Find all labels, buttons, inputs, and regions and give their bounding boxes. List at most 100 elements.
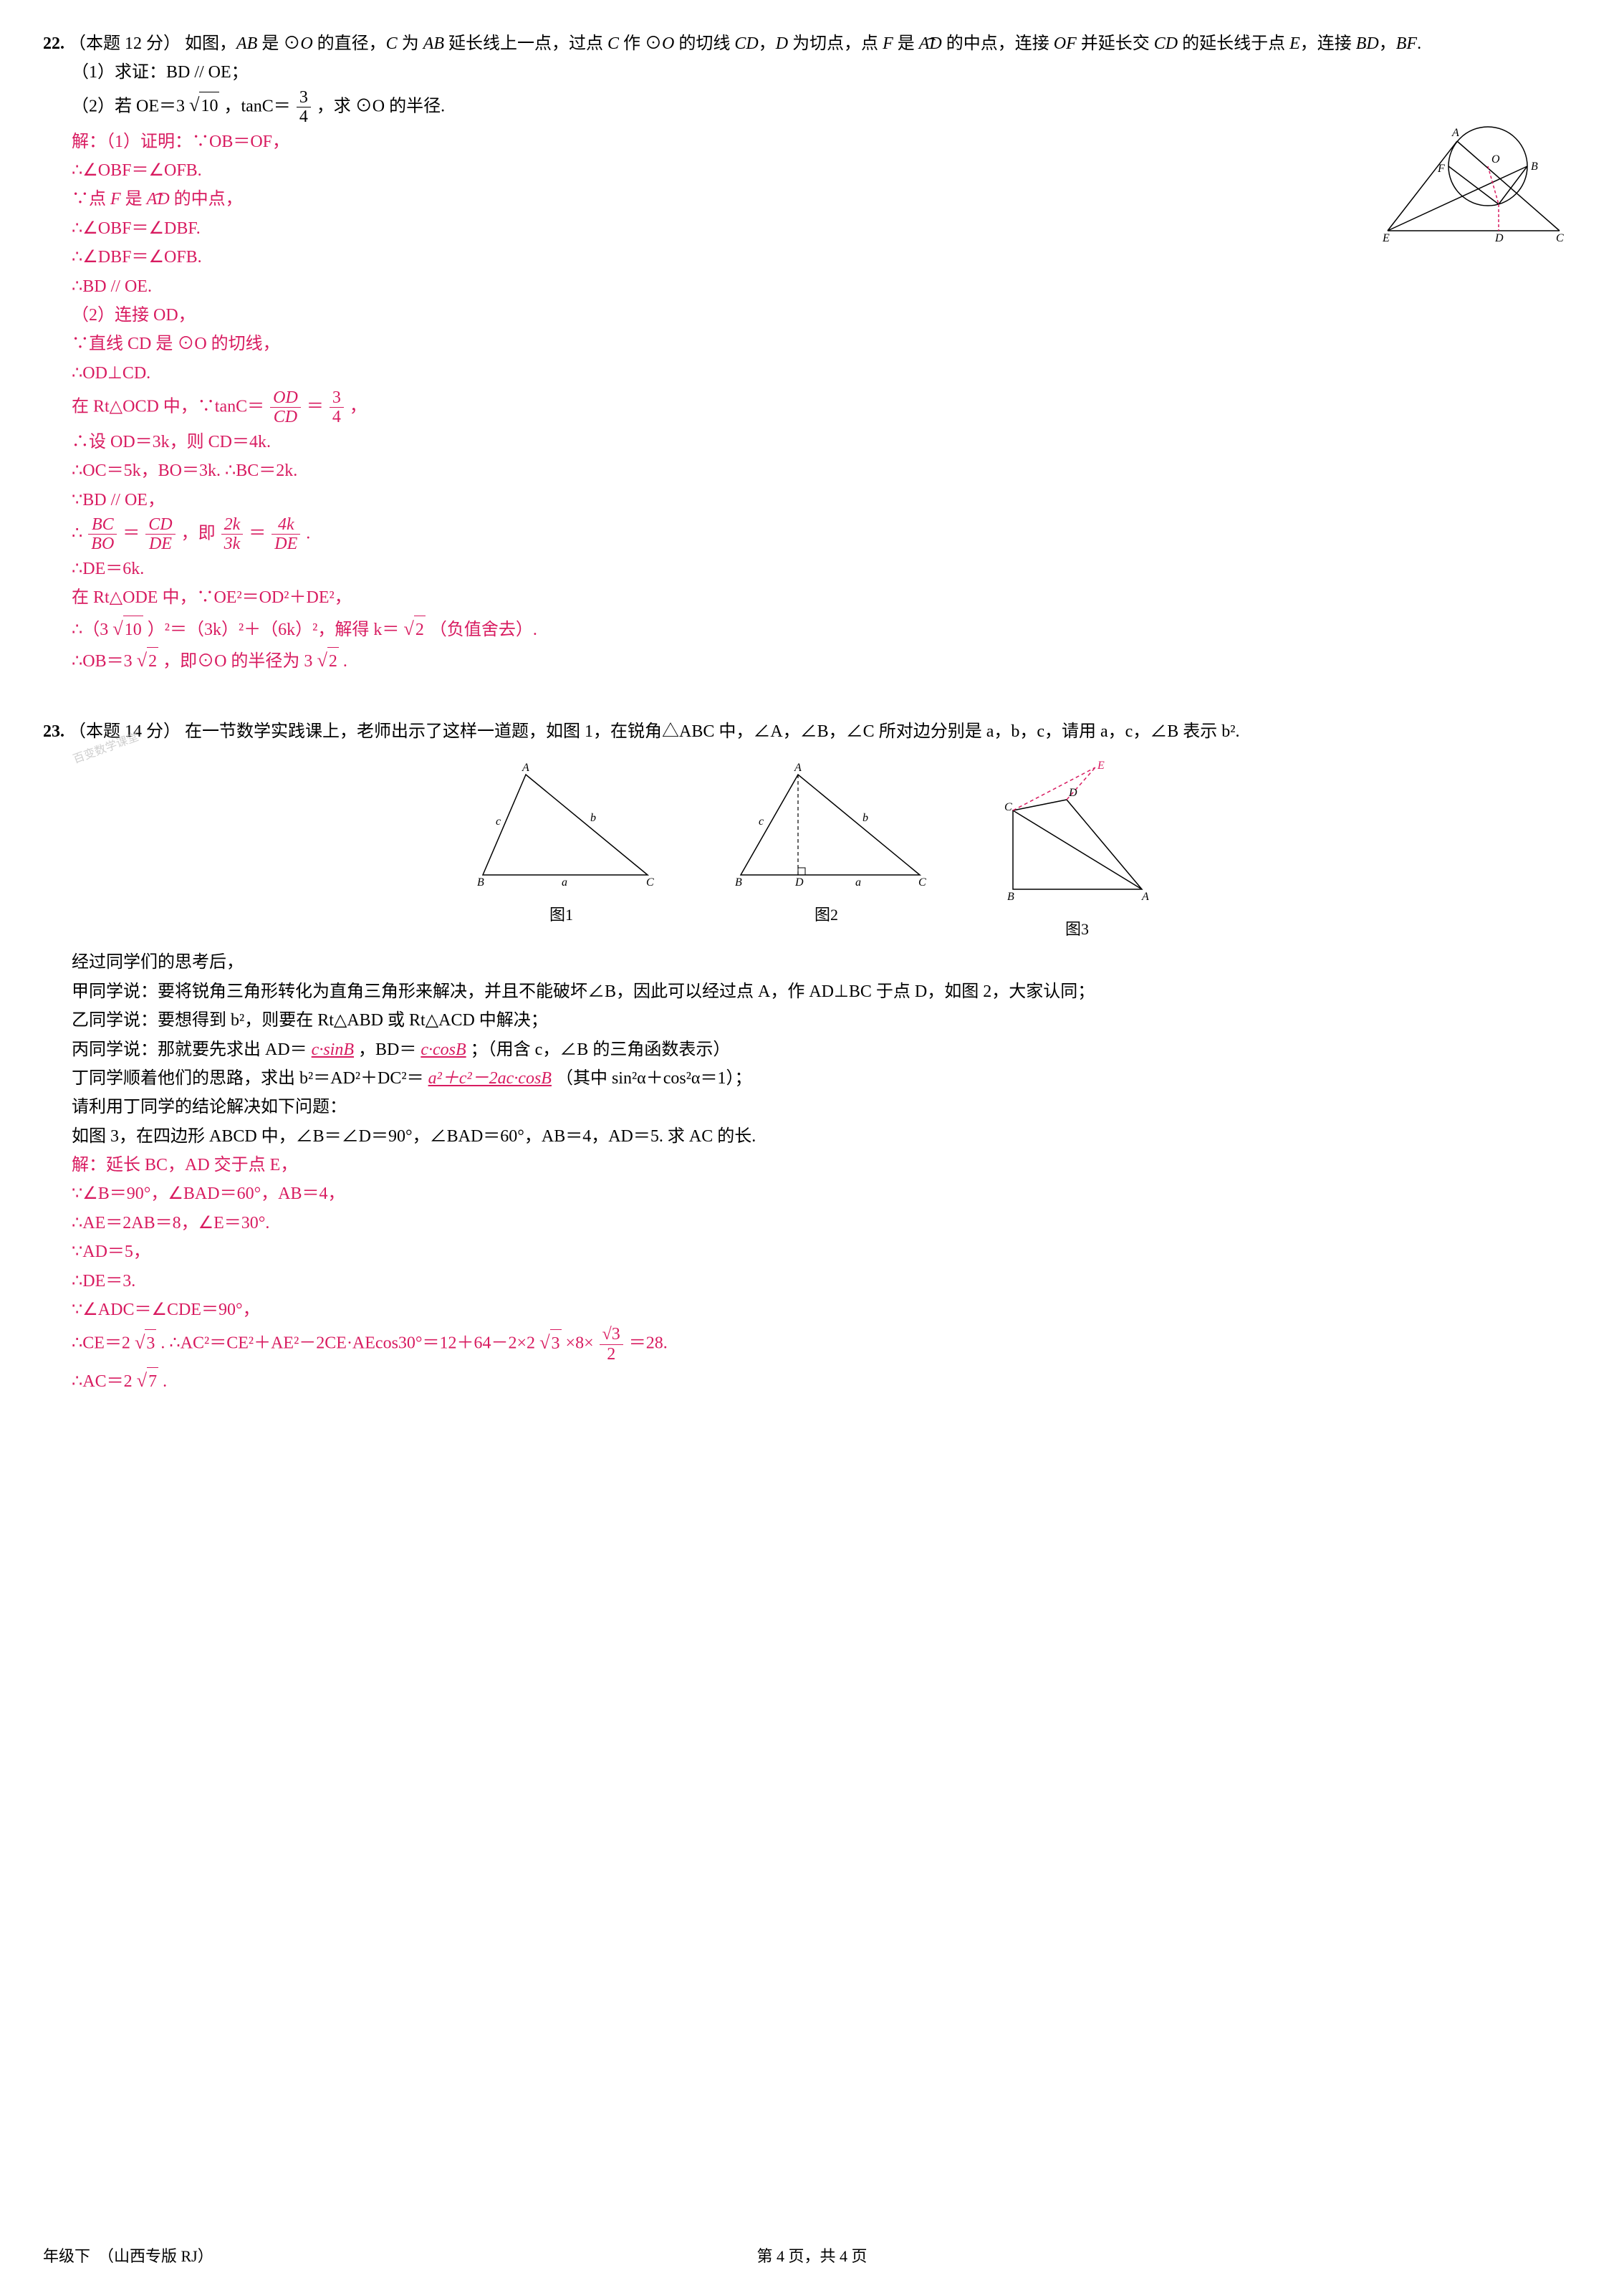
s14: ∴ BCBO ＝ CDDE ，即 2k3k ＝ 4kDE . — [72, 515, 1581, 554]
problem-stem-23: 23. （本题 14 分） 在一节数学实践课上，老师出示了这样一道题，如图 1，… — [43, 718, 1581, 745]
l7: 如图 3，在四边形 ABCD 中，∠B＝∠D＝90°，∠BAD＝60°，AB＝4… — [72, 1123, 1581, 1150]
s8a: ∴AC＝2 — [72, 1372, 133, 1391]
p23-s8: ∴AC＝2 7 . — [72, 1365, 1581, 1395]
sqrt7: 7 — [147, 1367, 158, 1395]
s9: ∴OD⊥CD. — [72, 360, 1581, 387]
f2-a: a — [855, 876, 861, 889]
s2: ∴∠OBF＝∠OFB. — [72, 157, 1581, 184]
de: DE — [145, 535, 175, 553]
page-footer: 年级下 （山西专版 RJ） 第 4 页，共 4 页 — [43, 2244, 1581, 2269]
p23-s3: ∴AE＝2AB＝8，∠E＝30°. — [72, 1210, 1581, 1237]
k2: 2k — [221, 515, 244, 535]
l5: 丁同学顺着他们的思路，求出 b²＝AD²＋DC²＝ a²＋c²－2ac·cosB… — [72, 1065, 1581, 1092]
sqrt3a: 3 — [145, 1329, 156, 1357]
label-O: O — [1491, 153, 1500, 166]
s7den: 2 — [600, 1345, 623, 1364]
s1-23: 延长 BC，AD 交于点 E， — [106, 1156, 297, 1174]
p23-s1: 解：延长 BC，AD 交于点 E， — [72, 1152, 1581, 1179]
l5-ans: a²＋c²－2ac·cosB — [428, 1069, 552, 1088]
s1: ∵OB＝OF， — [192, 133, 289, 151]
label-D: D — [1494, 232, 1504, 244]
bo: BO — [88, 535, 117, 553]
figure-1: A B C c b a 图1 — [461, 760, 662, 942]
s18a: ∴OB＝3 — [72, 652, 133, 671]
l4-ans1: c·sinB — [312, 1040, 354, 1059]
eq2: ＝ — [122, 524, 140, 542]
s14b: ，即 — [181, 524, 216, 542]
figure-22: A O F B E D C — [1380, 116, 1567, 254]
label-F: F — [1437, 163, 1445, 175]
s10a: 在 Rt△OCD 中，∵tanC＝ — [72, 397, 264, 416]
s13: ∵BD // OE， — [72, 487, 1581, 514]
s7a: ∴CE＝2 — [72, 1334, 130, 1353]
label-C: C — [1556, 232, 1564, 244]
l4b: ，BD＝ — [358, 1040, 416, 1059]
f2-B: B — [735, 876, 742, 889]
eq3: ＝ — [249, 524, 266, 542]
p23-s2: ∵∠B＝90°，∠BAD＝60°，AB＝4， — [72, 1180, 1581, 1207]
eq1: ＝ — [307, 397, 324, 416]
p23-s7: ∴CE＝2 3 . ∴AC²＝CE²＋AE²－2CE·AEcos30°＝12＋6… — [72, 1325, 1581, 1364]
s18: ∴OB＝3 2 ，即⊙O 的半径为 3 2 . — [72, 645, 1581, 675]
fig1-label: 图1 — [461, 902, 662, 927]
s11: ∴设 OD＝3k，则 CD＝4k. — [72, 429, 1581, 456]
f1-a: a — [562, 876, 567, 889]
f1-B: B — [477, 876, 484, 889]
q1: （1）求证：BD // OE； — [72, 59, 1581, 86]
s18c: . — [343, 652, 347, 671]
l4c: ；（用含 c，∠B 的三角函数表示） — [471, 1040, 731, 1059]
footer-center: 第 4 页，共 4 页 — [756, 2244, 867, 2269]
q2b: ，tanC＝ — [224, 97, 290, 115]
q2c: ，求 ⊙O 的半径. — [317, 97, 445, 115]
sqrt10b: 10 — [123, 616, 143, 643]
sol-label: 解：（1）证明： — [72, 133, 192, 151]
f3-D: D — [1068, 787, 1077, 799]
problem-stem: 22. （本题 12 分） 如图，AB 是 ⊙O 的直径，C 为 AB 延长线上… — [43, 30, 1581, 57]
figure-3: C B A D E 图3 — [991, 760, 1163, 942]
s14a: ∴ — [72, 524, 82, 542]
n3: 3 — [330, 388, 344, 408]
cd: CD — [270, 408, 301, 426]
s16: 在 Rt△ODE 中，∵OE²＝OD²＋DE²， — [72, 584, 1581, 611]
s5: ∴∠DBF＝∠OFB. — [72, 244, 1581, 271]
f2-D: D — [794, 876, 804, 889]
l3: 乙同学说：要想得到 b²，则要在 Rt△ABD 或 Rt△ACD 中解决； — [72, 1007, 1581, 1034]
sol-label-23: 解： — [72, 1156, 106, 1174]
s15: ∴DE＝6k. — [72, 555, 1581, 583]
s6: ∴BD // OE. — [72, 273, 1581, 300]
l4a: 丙同学说：那就要先求出 AD＝ — [72, 1040, 307, 1059]
l4: 丙同学说：那就要先求出 AD＝ c·sinB ，BD＝ c·cosB ；（用含 … — [72, 1036, 1581, 1063]
label-A: A — [1451, 127, 1459, 139]
question-number: 22. — [43, 34, 64, 53]
p23-s5: ∴DE＝3. — [72, 1268, 1581, 1295]
f3-B: B — [1007, 891, 1014, 903]
s17: ∴（3 10 ）²＝（3k）²＋（6k）²，解得 k＝ 2 （负值舍去）. — [72, 613, 1581, 643]
tanc-num: 3 — [297, 88, 311, 107]
f1-C: C — [646, 876, 654, 889]
stem-text: 如图，AB 是 ⊙O 的直径，C 为 AB 延长线上一点，过点 C 作 ⊙O 的… — [185, 34, 1421, 53]
sqrt10: 10 — [199, 92, 219, 120]
f2-A: A — [794, 762, 802, 774]
s18b: ，即⊙O 的半径为 3 — [163, 652, 312, 671]
bc: BC — [88, 515, 117, 535]
s14c: . — [306, 524, 310, 542]
fig3-label: 图3 — [991, 916, 1163, 942]
s17c: （负值舍去）. — [430, 621, 537, 639]
f2-c: c — [759, 815, 764, 828]
p23-s6: ∵∠ADC＝∠CDE＝90°， — [72, 1296, 1581, 1324]
problem-23: 23. （本题 14 分） 在一节数学实践课上，老师出示了这样一道题，如图 1，… — [43, 718, 1581, 1395]
f2-C: C — [918, 876, 926, 889]
l2: 甲同学说：要将锐角三角形转化为直角三角形来解决，并且不能破坏∠B，因此可以经过点… — [72, 978, 1581, 1005]
tanc-den: 4 — [297, 107, 311, 126]
n4: 4 — [330, 408, 344, 426]
s10: 在 Rt△OCD 中，∵tanC＝ ODCD ＝ 34 ， — [72, 388, 1581, 427]
sqrt2b: 2 — [147, 647, 158, 675]
f1-c: c — [496, 815, 501, 828]
l5b: （其中 sin²α＋cos²α＝1）； — [556, 1069, 752, 1088]
de2: DE — [272, 535, 300, 553]
f3-C: C — [1004, 801, 1012, 813]
cd2: CD — [145, 515, 175, 535]
s3: ∵点 F 是 AD 的中点， — [72, 186, 1581, 213]
question-number-23: 23. — [43, 722, 64, 741]
figures-row: A B C c b a 图1 A B C D c b a 图2 — [43, 760, 1581, 942]
